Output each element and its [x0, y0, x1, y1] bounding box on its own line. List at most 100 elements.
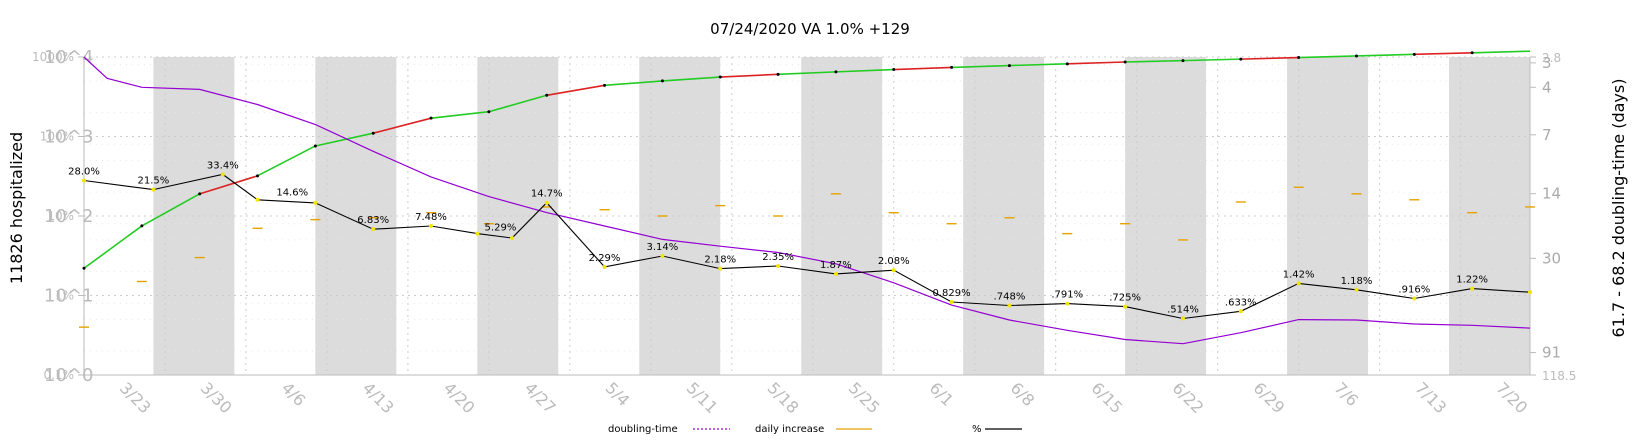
percent-data-label: 2.18% — [704, 255, 736, 266]
cumulative-segment — [1298, 55, 1357, 59]
cumulative-point — [834, 70, 838, 74]
cumulative-point — [660, 79, 664, 83]
legend-label-percent: % — [972, 424, 982, 435]
legend: doubling-time daily increase % — [608, 424, 1022, 435]
y-axis-label-right: 61.7 - 68.2 doubling-time (days) — [1609, 79, 1628, 338]
percent-data-label: 33.4% — [207, 160, 239, 171]
x-tick-label: 4/6 — [278, 378, 310, 410]
x-tick-label: 6/29 — [1250, 378, 1289, 417]
cumulative-segment — [1472, 50, 1531, 54]
percent-data-label: 28.0% — [68, 166, 100, 177]
percent-data-label: .748% — [994, 292, 1026, 303]
cumulative-point — [487, 110, 491, 114]
y-tick-label-log: 10^4 — [44, 47, 93, 68]
percent-data-label: .791% — [1051, 290, 1083, 301]
percent-point — [510, 235, 515, 240]
cumulative-point — [198, 192, 202, 196]
percent-point — [949, 299, 954, 304]
cumulative-point — [1239, 57, 1243, 61]
cumulative-segment — [141, 193, 201, 227]
y-tick-label-log: 10^2 — [44, 206, 93, 227]
percent-data-label: 2.29% — [589, 253, 621, 264]
cumulative-point — [429, 116, 433, 120]
cumulative-segment — [1414, 51, 1473, 56]
percent-point — [220, 172, 225, 177]
cumulative-segment — [430, 110, 489, 119]
percent-data-label: 2.08% — [878, 256, 910, 267]
cumulative-segment — [1009, 63, 1068, 67]
x-tick-label: 5/4 — [602, 378, 634, 410]
percent-point — [1528, 290, 1532, 295]
percent-data-label: .633% — [1225, 297, 1257, 308]
cumulative-segment — [1125, 59, 1183, 63]
percent-data-label: 1.87% — [820, 260, 852, 271]
percent-data-label: 2.35% — [762, 252, 794, 263]
percent-data-label: 1.42% — [1283, 269, 1315, 280]
x-tick-label: 3/30 — [197, 378, 236, 417]
cumulative-segment — [778, 71, 836, 76]
x-tick-label: 7/13 — [1411, 378, 1450, 417]
y-tick-label-percent: 10% — [47, 209, 74, 223]
percent-point — [776, 264, 781, 269]
cumulative-point — [1007, 64, 1011, 68]
right-tick-label: 14 — [1542, 185, 1561, 203]
legend-label-doubling-time: doubling-time — [608, 424, 678, 435]
x-tick-label: 5/18 — [764, 378, 803, 417]
cumulative-segment — [1182, 58, 1241, 62]
cumulative-point — [545, 93, 549, 97]
percent-point — [660, 253, 665, 258]
cumulative-segment — [546, 84, 605, 97]
cumulative-segment — [372, 117, 432, 134]
percent-data-label: 6.83% — [357, 215, 389, 226]
cumulative-point — [313, 144, 317, 148]
percent-point — [1123, 304, 1128, 309]
percent-point — [544, 200, 549, 205]
x-tick-label: 6/15 — [1088, 378, 1127, 417]
percent-point — [718, 266, 723, 271]
percent-data-label: 5.29% — [485, 223, 517, 234]
percent-point — [1238, 309, 1243, 314]
percent-point — [1180, 316, 1185, 321]
percent-data-label: 21.5% — [138, 176, 170, 187]
right-tick-label: 118.5 — [1542, 369, 1576, 383]
cumulative-point — [1297, 56, 1301, 60]
cumulative-point — [892, 68, 896, 72]
percent-point — [1354, 287, 1359, 292]
percent-point — [1470, 286, 1475, 291]
cumulative-point — [1181, 59, 1185, 63]
x-tick-label: 3/23 — [116, 378, 155, 417]
percent-point — [313, 200, 318, 205]
cumulative-segment — [1356, 53, 1415, 57]
y-tick-label-percent: 0.1% — [44, 368, 75, 382]
percent-data-label: 14.7% — [531, 189, 563, 200]
percent-data-label: 1.18% — [1341, 276, 1373, 287]
x-tick-label: 4/27 — [521, 378, 560, 417]
cumulative-segment — [604, 80, 663, 87]
y-tick-label-log: 10^3 — [44, 127, 93, 148]
cumulative-segment — [83, 225, 143, 269]
percent-point — [475, 231, 480, 236]
cumulative-segment — [199, 175, 258, 195]
cumulative-point — [1470, 51, 1474, 55]
cumulative-point — [776, 72, 780, 76]
x-tick-label: 4/20 — [440, 378, 479, 417]
y-tick-label-log: 10^1 — [44, 286, 93, 307]
percent-data-label: .916% — [1398, 285, 1430, 296]
doubling-time-line — [83, 56, 1531, 345]
percent-data-label: 14.6% — [276, 188, 308, 199]
percent-point — [1007, 303, 1012, 308]
legend-label-daily-increase: daily increase — [755, 424, 824, 435]
cumulative-segment — [951, 64, 1010, 69]
right-tick-label: 30 — [1542, 249, 1561, 267]
cumulative-point — [256, 174, 260, 178]
cumulative-point — [603, 83, 607, 87]
x-tick-label: 6/8 — [1007, 378, 1039, 410]
percent-data-label: 1.22% — [1456, 275, 1488, 286]
cumulative-point — [718, 75, 722, 79]
y-tick-label-percent: 100% — [40, 130, 74, 144]
percent-point — [151, 187, 156, 192]
cumulative-segment — [257, 145, 316, 177]
x-tick-label: 6/1 — [926, 378, 958, 410]
percent-point — [371, 227, 376, 232]
